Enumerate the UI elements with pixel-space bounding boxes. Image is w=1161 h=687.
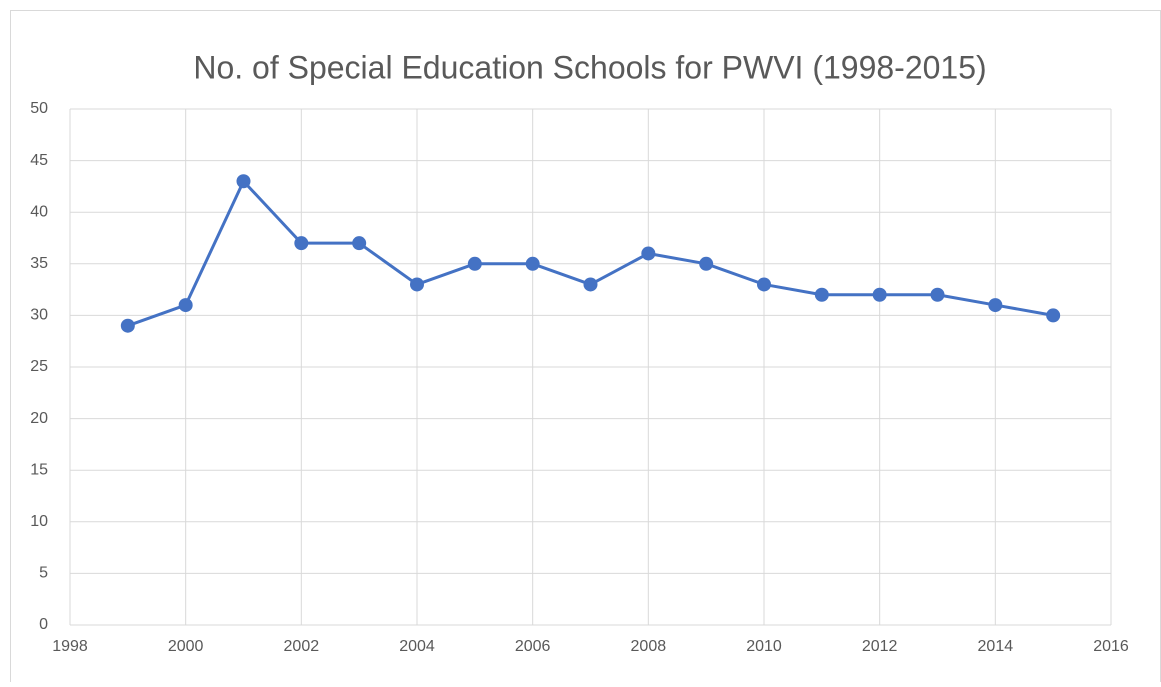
marker	[988, 298, 1003, 313]
marker	[1046, 308, 1061, 323]
marker	[294, 236, 309, 251]
marker	[236, 174, 251, 189]
y-tick-label: 45	[30, 152, 48, 169]
x-tick-label: 2012	[862, 638, 898, 655]
marker	[930, 287, 945, 302]
marker	[410, 277, 424, 292]
y-tick-label: 50	[30, 100, 48, 117]
x-tick-label: 2008	[631, 638, 667, 655]
marker	[178, 298, 193, 313]
y-tick-label: 25	[30, 358, 48, 375]
chart-border	[10, 10, 1161, 687]
y-tick-label: 0	[39, 616, 48, 633]
x-tick-label: 2000	[168, 638, 204, 655]
marker	[641, 246, 656, 261]
marker	[352, 236, 367, 251]
marker	[467, 256, 482, 271]
x-tick-label: 2016	[1093, 638, 1129, 655]
y-tick-label: 5	[39, 565, 48, 582]
x-tick-label: 1998	[52, 638, 88, 655]
x-tick-label: 2002	[284, 638, 320, 655]
marker	[525, 256, 540, 271]
marker	[757, 277, 771, 292]
y-tick-label: 40	[30, 203, 48, 220]
chart-title: No. of Special Education Schools for PWV…	[193, 49, 986, 85]
y-tick-label: 15	[30, 461, 48, 478]
marker	[120, 318, 135, 333]
y-tick-label: 10	[30, 513, 48, 530]
y-tick-label: 35	[30, 255, 48, 272]
marker	[814, 287, 829, 302]
marker	[872, 287, 887, 302]
y-tick-label: 20	[30, 410, 48, 427]
x-tick-label: 2004	[399, 638, 435, 655]
marker	[699, 256, 714, 271]
x-tick-label: 2010	[746, 638, 782, 655]
x-tick-label: 2014	[978, 638, 1014, 655]
marker	[583, 277, 598, 292]
x-tick-label: 2006	[515, 638, 551, 655]
y-tick-label: 30	[30, 307, 48, 324]
